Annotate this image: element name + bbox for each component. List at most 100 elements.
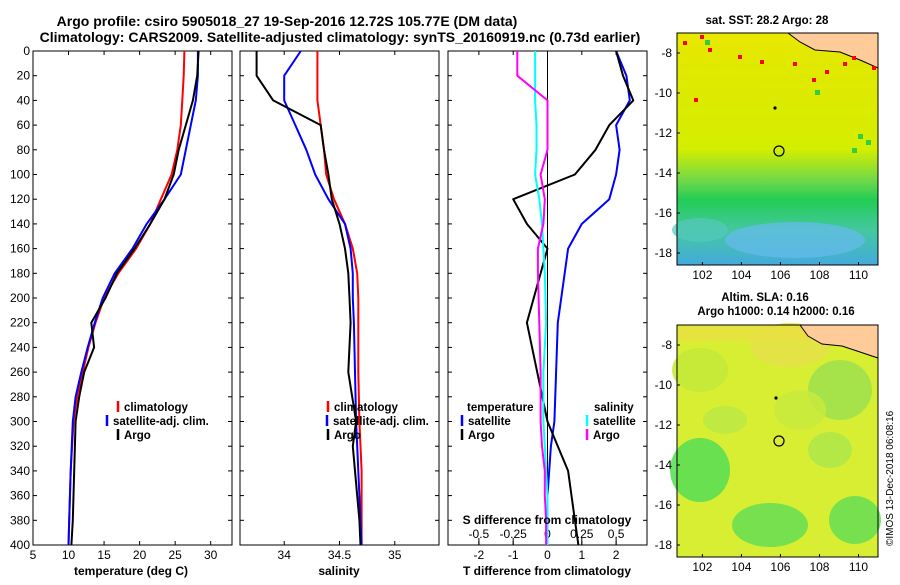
y-tick-label: 240 (10, 340, 30, 354)
sla-anomaly-patch (808, 432, 852, 468)
x-tick-label: 20 (133, 548, 147, 562)
sst-hot-pixel (812, 78, 816, 82)
sst-green-pixel (815, 90, 820, 95)
legend-label-argo: Argo (334, 430, 361, 442)
y-tick-label: 120 (10, 192, 30, 206)
map-y-tick-label: -12 (655, 418, 673, 432)
y-tick-label: 340 (10, 464, 30, 478)
map-y-tick-label: -8 (661, 338, 672, 352)
x-tick-label: 34.5 (328, 548, 352, 562)
y-tick-label: 260 (10, 365, 30, 379)
sst-hot-pixel (700, 35, 704, 39)
map-x-tick-label: 108 (809, 268, 829, 282)
sst-hot-pixel (760, 60, 764, 64)
x-tick-label: -2 (474, 548, 485, 562)
series-argo (70, 50, 200, 546)
difference-xlabel-top: S difference from climatology (463, 513, 632, 527)
map-y-tick-label: -16 (655, 498, 673, 512)
s-x-tick-label: 0.5 (608, 527, 625, 541)
map-frame (676, 324, 879, 558)
x-tick-label: 2 (613, 548, 620, 562)
legend-label-s-satellite: satellite (593, 416, 636, 428)
x-tick-label: 30 (204, 548, 218, 562)
sst-hot-pixel (872, 66, 876, 70)
sst-hot-pixel (843, 62, 847, 66)
x-tick-label: 34 (278, 548, 292, 562)
map-x-tick-label: 108 (809, 560, 829, 574)
sst-green-pixel (705, 40, 710, 45)
sst-green-pixel (858, 134, 863, 139)
y-tick-label: 160 (10, 242, 30, 256)
sst-map-title: sat. SST: 28.2 Argo: 28 (706, 15, 830, 27)
s-x-tick-label: 0.25 (570, 527, 594, 541)
x-tick-label: 35 (388, 548, 402, 562)
y-tick-label: 60 (17, 118, 31, 132)
sla-map-title-line-1: Altim. SLA: 0.16 (721, 292, 809, 304)
legend-heading-temperature: temperature (467, 402, 533, 414)
map-frame (676, 32, 879, 266)
x-tick-label: 25 (168, 548, 182, 562)
series-satellite-adj-clim- (283, 50, 363, 546)
map-y-tick-label: -16 (655, 206, 673, 220)
sst-hot-pixel (683, 41, 687, 45)
legend-label-climatology: climatology (334, 402, 399, 414)
salinity-legend: climatology satellite-adj. clim. Argo (325, 401, 429, 442)
map-y-tick-label: -18 (655, 538, 673, 552)
map-x-tick-label: 110 (849, 268, 868, 282)
sla-map: 102 104 106 108 110 -8 -10 -12 -14 -16 -18 (655, 323, 881, 574)
map-x-tick-label: 106 (770, 560, 790, 574)
y-tick-label: 320 (10, 439, 30, 453)
s-x-tick-label: -0.25 (500, 527, 528, 541)
difference-xlabel: T difference from climatology (463, 564, 631, 578)
sst-hot-pixel (852, 56, 856, 60)
x-tick-label: -1 (508, 548, 519, 562)
y-tick-label: 20 (17, 69, 31, 83)
series-argo (255, 51, 362, 546)
sst-cool-patch (672, 218, 728, 242)
legend-label-satellite: satellite-adj. clim. (333, 416, 429, 428)
sst-cool-patch (725, 222, 865, 258)
map-y-tick-label: -10 (655, 378, 673, 392)
y-tick-label: 80 (17, 143, 31, 157)
x-tick-label: 5 (30, 548, 37, 562)
map-y-tick-label: -12 (655, 126, 673, 140)
title-line-1: Argo profile: csiro 5905018_27 19-Sep-20… (57, 13, 518, 29)
y-tick-label: 0 (23, 44, 30, 58)
sla-anomaly-patch (732, 503, 808, 547)
y-tick-label: 400 (10, 538, 30, 552)
map-y-tick-label: -18 (655, 246, 673, 260)
legend-label-t-satellite: satellite (468, 416, 511, 428)
x-tick-label: 1 (578, 548, 585, 562)
x-tick-label: 10 (62, 548, 76, 562)
legend-label-t-argo: Argo (468, 430, 495, 442)
map-x-tick-label: 104 (731, 268, 751, 282)
legend-label-argo: Argo (124, 430, 151, 442)
map-y-tick-label: -8 (661, 46, 672, 60)
salinity-panel: 34 34.5 35 (240, 50, 439, 562)
temperature-xlabel: temperature (deg C) (74, 564, 188, 578)
s-x-tick-label: -0.5 (469, 527, 490, 541)
series-s-argo (516, 51, 549, 545)
map-y-tick-label: -14 (655, 166, 673, 180)
y-tick-label: 200 (10, 291, 30, 305)
map-x-tick-label: 102 (692, 268, 712, 282)
legend-label-climatology: climatology (124, 402, 189, 414)
map-x-tick-label: 102 (692, 560, 712, 574)
map-x-tick-label: 110 (849, 560, 868, 574)
difference-legend: temperature satellite Argo salinity sate… (460, 402, 636, 442)
sla-anomaly-patch (774, 390, 826, 430)
legend-heading-salinity: salinity (594, 402, 634, 414)
sst-hot-pixel (825, 70, 829, 74)
argo-float-marker (773, 145, 785, 157)
argo-prev-position (773, 106, 777, 110)
title-line-2: Climatology: CARS2009. Satellite-adjuste… (40, 29, 641, 45)
imos-watermark: ©IMOS 13-Dec-2018 06:08:16 (885, 410, 896, 546)
x-tick-label: 0 (544, 548, 551, 562)
series-satellite-adj-clim- (67, 51, 199, 546)
temperature-plot-area (32, 50, 233, 546)
y-tick-label: 40 (17, 93, 31, 107)
map-x-tick-label: 106 (770, 268, 790, 282)
y-tick-label: 180 (10, 266, 30, 280)
